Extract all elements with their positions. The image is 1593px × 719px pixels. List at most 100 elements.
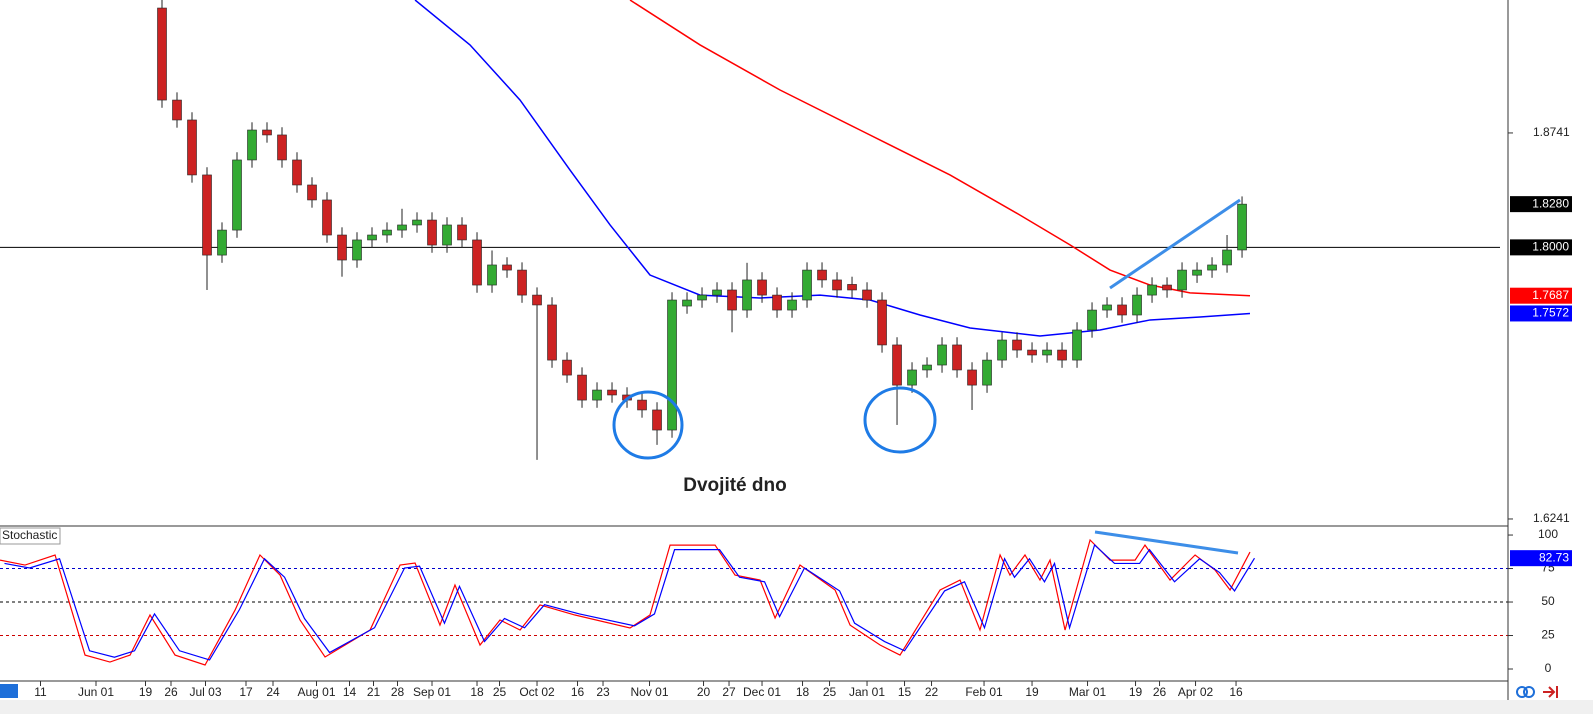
candle-body [382,229,392,236]
x-tick-label: 21 [367,685,381,699]
candle-body [742,279,752,311]
candle-body [952,344,962,371]
candle-body [1147,284,1157,296]
menu-icon[interactable] [0,684,18,698]
price-tag-label: 1.7572 [1532,306,1569,320]
candle-body [1192,269,1202,276]
candle-body [247,129,257,161]
candle-body [937,344,947,366]
candle-body [1012,339,1022,351]
x-tick-label: 26 [164,685,178,699]
price-tag-label: 82.73 [1539,550,1569,564]
candle-body [712,289,722,296]
candle-body [877,299,887,346]
x-tick-label: Dec 01 [743,685,781,699]
price-tag-label: 1.8280 [1532,196,1569,210]
stochastic-line [0,538,1251,666]
trend-line [1094,530,1239,555]
x-tick-label: 28 [391,685,405,699]
x-tick-label: Mar 01 [1069,685,1107,699]
x-tick-label: Jan 01 [849,685,885,699]
x-tick-label: Jun 01 [78,685,114,699]
candle-body [1117,304,1127,316]
price-tag [1510,239,1572,256]
candle-body [652,409,662,431]
x-tick-label: 15 [898,685,912,699]
x-tick-label: 23 [596,685,610,699]
moving-average [414,0,1251,337]
candle-body [907,369,917,386]
price-tag [1510,305,1572,322]
candle-body [607,389,617,396]
price-tag [1510,550,1572,567]
price-tag [1510,287,1572,304]
x-tick-label: 24 [266,685,280,699]
candle-body [292,159,302,186]
candle-body [172,99,182,121]
x-tick-label: Feb 01 [965,685,1003,699]
candle-body [157,7,167,101]
bottom-icons [1516,686,1558,698]
candle-body [562,359,572,376]
indicator-label: Stochastic [2,528,57,542]
link-icon[interactable] [1523,686,1535,698]
candle-body [367,234,377,241]
candle-body [922,364,932,371]
candle-body [277,134,287,161]
x-tick-label: 17 [239,685,253,699]
x-tick-label: 18 [796,685,810,699]
stochastic-line [4,543,1256,661]
annotation: Dvojité dno [683,475,786,496]
candle-body [727,289,737,311]
link-icon[interactable] [1516,686,1528,698]
candle-body [1177,269,1187,291]
x-tick-label: 20 [697,685,711,699]
candle-body [832,279,842,291]
candle-body [592,389,602,401]
candle-body [577,374,587,401]
y-tick-label: 50 [1541,594,1555,608]
candle-body [232,159,242,231]
candle-body [1102,304,1112,311]
candle-body [1162,284,1172,291]
candle-body [1207,264,1217,271]
candle-body [217,229,227,256]
circle-drawing [612,390,684,460]
x-tick-label: 18 [470,685,484,699]
x-tick-label: 19 [139,685,153,699]
drawings [612,198,1241,555]
candle-body [487,264,497,286]
candle-body [187,119,197,176]
candle-body [757,279,767,296]
y-tick-label: 1.8741 [1533,125,1570,139]
x-tick-label: 26 [1153,685,1167,699]
candle-body [532,294,542,306]
candle-body [397,224,407,231]
candle-body [262,129,272,136]
y-tick-label: 0 [1545,661,1552,675]
x-tick-label: Sep 01 [413,685,451,699]
x-tick-label: Aug 01 [297,685,335,699]
status-strip [0,700,1593,714]
candle-body [412,219,422,226]
x-tick-label: Oct 02 [519,685,555,699]
candle-body [862,289,872,301]
candle-body [1237,203,1247,251]
candle-body [1057,349,1067,361]
candle-body [1042,349,1052,356]
scroll-end-icon[interactable] [1543,686,1558,698]
candle-body [547,304,557,361]
candle-body [427,219,437,246]
candle-body [967,369,977,386]
price-tag-label: 1.8000 [1532,240,1569,254]
price-tag-label: 1.7687 [1532,288,1569,302]
axes [0,0,1513,700]
x-tick-label: 27 [722,685,736,699]
trend-line [1109,198,1241,290]
candle-body [787,299,797,311]
candle-body [997,339,1007,361]
candle-body [457,224,467,241]
